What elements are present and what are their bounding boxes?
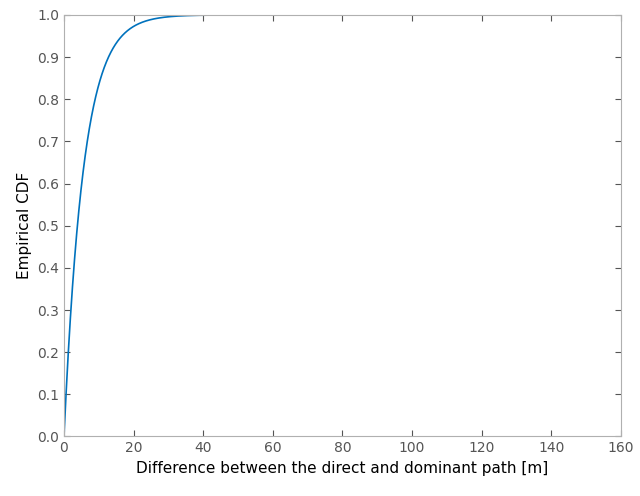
X-axis label: Difference between the direct and dominant path [m]: Difference between the direct and domina…: [136, 461, 548, 476]
Y-axis label: Empirical CDF: Empirical CDF: [17, 172, 31, 279]
